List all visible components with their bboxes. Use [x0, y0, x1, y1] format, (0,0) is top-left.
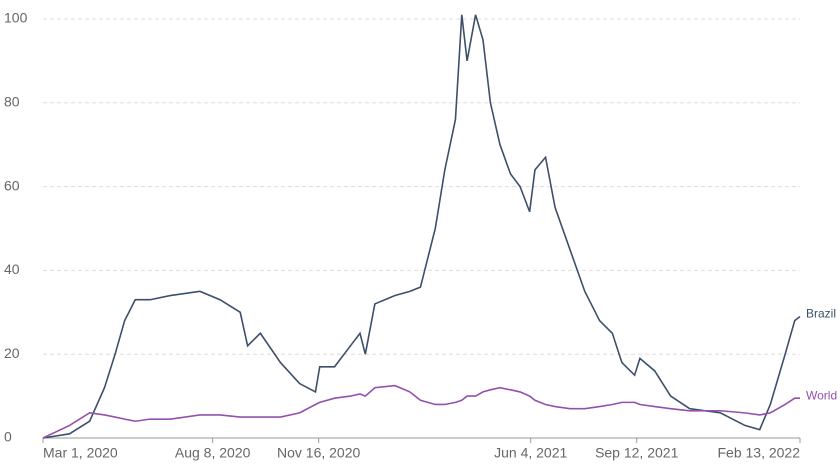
y-tick-label: 0 [4, 429, 12, 445]
x-tick-label: Aug 8, 2020 [175, 445, 251, 461]
x-tick-label: Feb 13, 2022 [717, 445, 800, 461]
x-tick-label: Jun 4, 2021 [494, 445, 567, 461]
series-label: World [806, 388, 837, 402]
y-tick-label: 20 [4, 345, 20, 361]
y-tick-label: 60 [4, 177, 20, 193]
x-tick-label: Nov 16, 2020 [277, 445, 360, 461]
y-tick-label: 80 [4, 94, 20, 110]
y-tick-label: 40 [4, 261, 20, 277]
series-line [42, 384, 800, 439]
series-label: Brazil [806, 307, 836, 321]
y-tick-label: 100 [4, 10, 28, 26]
x-tick-label: Sep 12, 2021 [595, 445, 679, 461]
series-line [42, 14, 801, 439]
x-tick-label: Mar 1, 2020 [43, 445, 118, 461]
